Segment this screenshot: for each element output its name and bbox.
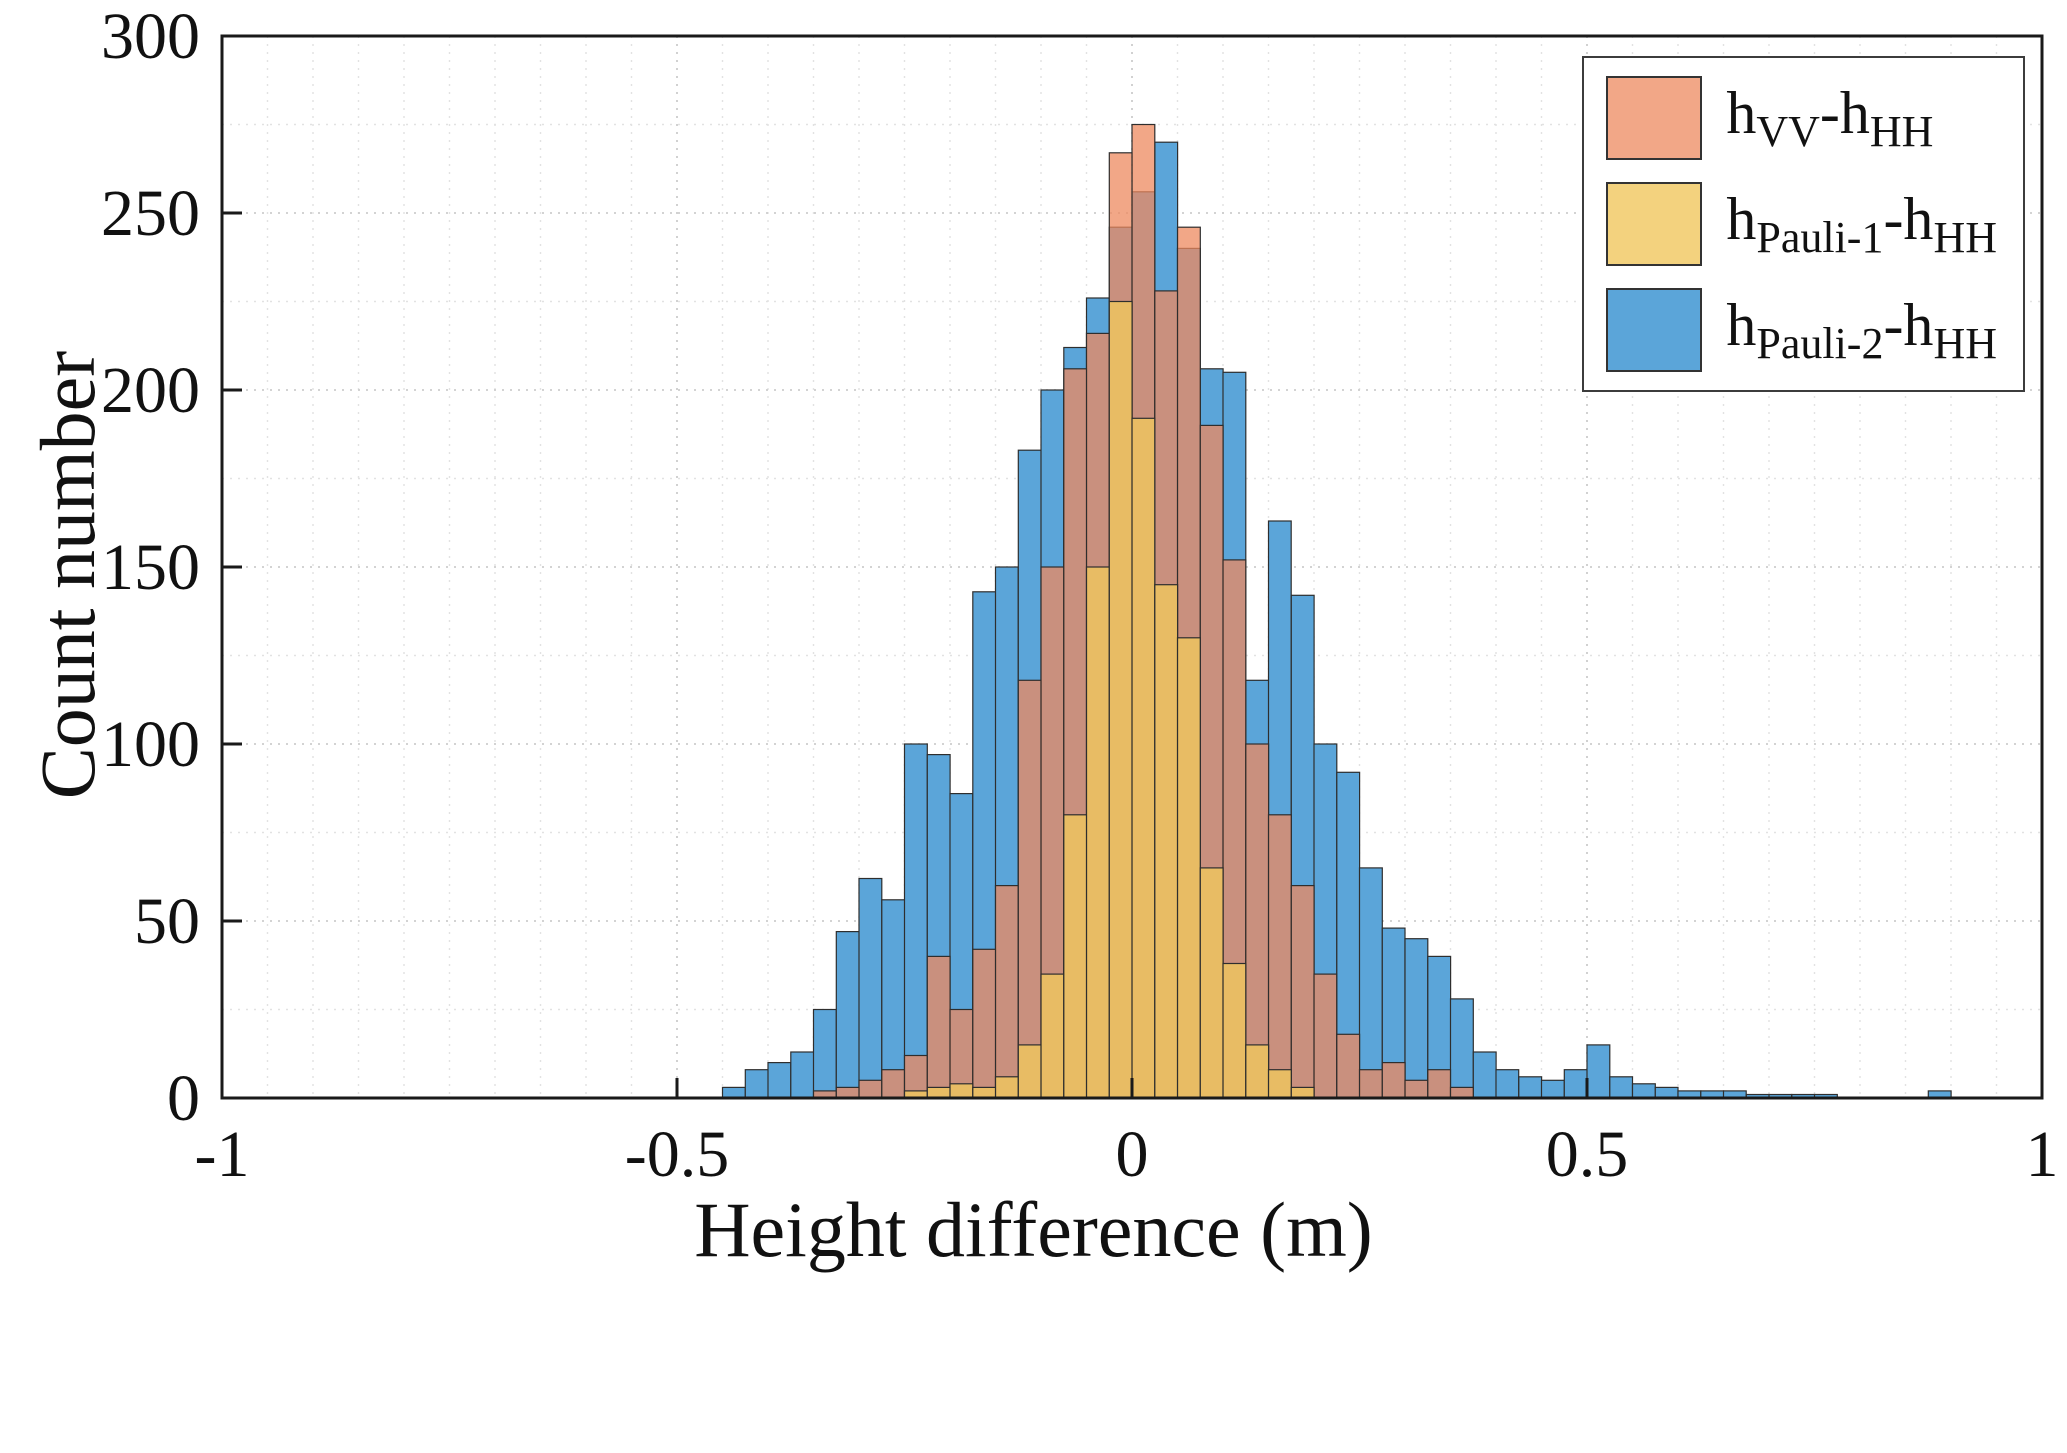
legend-swatch-1 <box>1606 182 1703 266</box>
legend-entry-2: hPauli-2-hHH <box>1606 288 1997 372</box>
y-tick-label: 250 <box>101 177 200 250</box>
y-tick-label: 100 <box>101 708 200 781</box>
y-tick-label: 0 <box>167 1062 200 1135</box>
x-tick-label: 1 <box>2026 1118 2059 1191</box>
y-tick-label: 200 <box>101 354 200 427</box>
y-ticks: 0 50 100 150 200 250 300 <box>101 0 242 1135</box>
y-tick-label: 50 <box>134 885 200 958</box>
legend-label-2: hPauli-2-hHH <box>1726 291 1997 368</box>
legend-swatch-2 <box>1606 288 1703 372</box>
x-tick-label: 0 <box>1116 1118 1149 1191</box>
y-axis-label: Count number <box>24 350 111 800</box>
legend-label-1: hPauli-1-hHH <box>1726 185 1997 262</box>
legend-entry-0: hVV-hHH <box>1606 76 1997 160</box>
x-tick-label: -1 <box>195 1118 250 1191</box>
x-tick-label: -0.5 <box>625 1118 729 1191</box>
y-tick-label: 150 <box>101 531 200 604</box>
x-axis-label: Height difference (m) <box>694 1186 1373 1273</box>
x-ticks: -1 -0.5 0 0.5 1 <box>195 1078 2059 1191</box>
legend: hVV-hHH hPauli-1-hHH hPauli-2-hHH <box>1582 56 2025 392</box>
y-tick-label: 300 <box>101 0 200 73</box>
x-tick-label: 0.5 <box>1546 1118 1629 1191</box>
legend-entry-1: hPauli-1-hHH <box>1606 182 1997 266</box>
legend-label-0: hVV-hHH <box>1726 79 1934 156</box>
series-1-bars <box>903 300 1315 1099</box>
legend-swatch-0 <box>1606 76 1703 160</box>
